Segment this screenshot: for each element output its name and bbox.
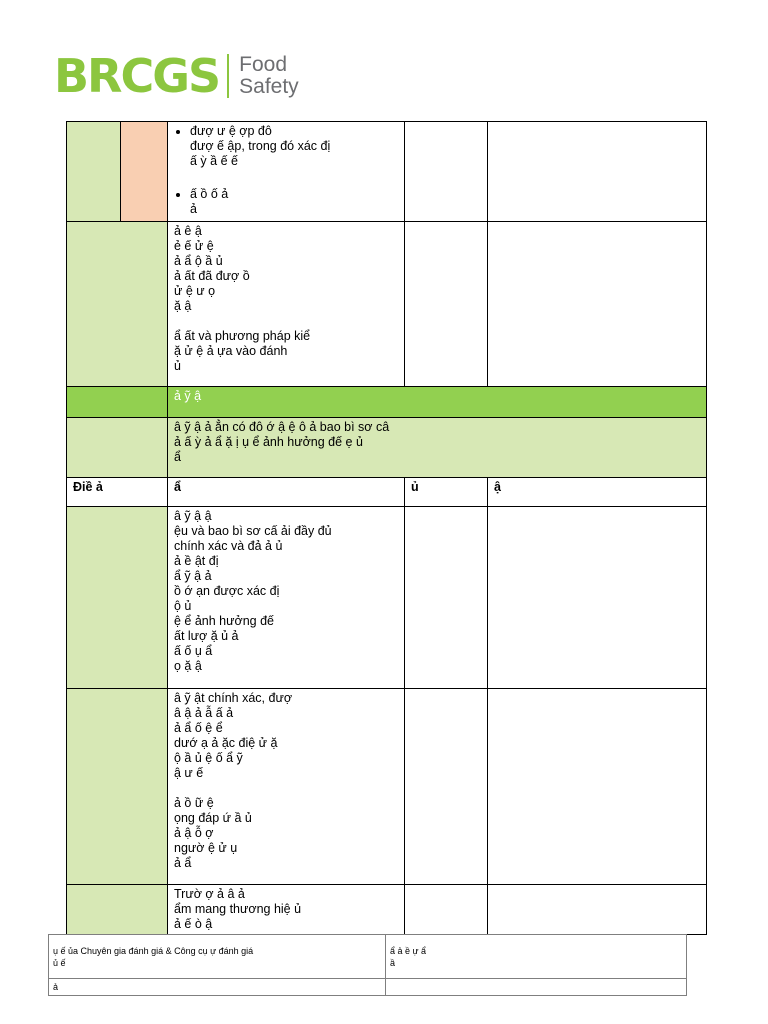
clause-cell <box>66 688 168 885</box>
header-requirement: ẩ <box>167 477 405 507</box>
section-intro-row: â ỹ ậ ả ẳn có đô ớ ậ ệ ô ả bao bì sơ câ … <box>66 417 707 478</box>
footer-right-bottom <box>385 978 687 996</box>
requirement-bullet: đượ ư ệ ợp đô đượ ế ập, trong đó xác đị … <box>190 124 404 169</box>
intro-label-cell <box>66 417 168 478</box>
comments-cell <box>487 506 707 689</box>
section-title-cell: ả ỹ ậ <box>167 386 707 418</box>
comments-cell <box>487 688 707 885</box>
header-comments: ậ <box>487 477 707 507</box>
footer-table: ụ ế ủa Chuyên gia đánh giá & Công cụ ự đ… <box>48 934 687 996</box>
requirement-cell: â ỹ ậ ậ ệu và bao bì sơ cấ ải đầy đủ chí… <box>167 506 405 689</box>
header-row: Điề ả ẩ ủ ậ <box>66 477 707 507</box>
logo-divider <box>227 54 230 98</box>
clause-cell <box>66 121 121 222</box>
logo-brand: BRCGS <box>54 49 221 103</box>
requirement-bullet: ấ ồ ố ả ả <box>190 187 404 217</box>
requirement-cell: ả ê ậ ẻ ế ử ệ ả ẩ ộ ầ ủ ả ất đã đượ ồ ử … <box>167 221 405 387</box>
requirement-cell: Trườ ợ ả â ả ẩm mang thương hiệ ủ ả ế ò … <box>167 884 405 935</box>
compliance-cell <box>404 688 488 885</box>
compliance-cell <box>404 884 488 935</box>
logo-line2: Safety <box>239 75 299 98</box>
section-number-cell <box>66 386 168 418</box>
category-cell <box>120 121 168 222</box>
clause-cell <box>66 506 168 689</box>
audit-table: đượ ư ệ ợp đô đượ ế ập, trong đó xác đị … <box>66 121 707 935</box>
footer-left-bottom: ả <box>48 978 386 996</box>
comments-cell <box>487 884 707 935</box>
table-row: Trườ ợ ả â ả ẩm mang thương hiệ ủ ả ế ò … <box>66 884 707 935</box>
table-row: â ỹ ậ ậ ệu và bao bì sơ cấ ải đầy đủ chí… <box>66 506 707 689</box>
compliance-cell <box>404 506 488 689</box>
intro-text-cell: â ỹ ậ ả ẳn có đô ớ ậ ệ ô ả bao bì sơ câ … <box>167 417 707 478</box>
footer-left: ụ ế ủa Chuyên gia đánh giá & Công cụ ự đ… <box>48 934 386 979</box>
logo-line1: Food <box>239 53 288 76</box>
table-row: đượ ư ệ ợp đô đượ ế ập, trong đó xác đị … <box>66 121 707 222</box>
clause-cell <box>66 221 168 387</box>
brcgs-logo: BRCGS Food Safety <box>54 50 299 102</box>
compliance-cell <box>404 121 488 222</box>
table-row: ả ê ậ ẻ ế ử ệ ả ẩ ộ ầ ủ ả ất đã đượ ồ ử … <box>66 221 707 387</box>
header-compliance: ủ <box>404 477 488 507</box>
comments-cell <box>487 221 707 387</box>
table-row: â ỹ ật chính xác, đượ â ậ ả ẫ ấ ả ả ẩ ố … <box>66 688 707 885</box>
compliance-cell <box>404 221 488 387</box>
clause-cell <box>66 884 168 935</box>
logo-subtitle: Food Safety <box>239 54 299 98</box>
section-band: ả ỹ ậ <box>66 386 707 418</box>
requirement-cell: â ỹ ật chính xác, đượ â ậ ả ẫ ấ ả ả ẩ ố … <box>167 688 405 885</box>
header-clause: Điề ả <box>66 477 168 507</box>
footer-right: ẩ ả ề ự ẩ ầ <box>385 934 687 979</box>
requirement-cell: đượ ư ệ ợp đô đượ ế ập, trong đó xác đị … <box>167 121 405 222</box>
comments-cell <box>487 121 707 222</box>
